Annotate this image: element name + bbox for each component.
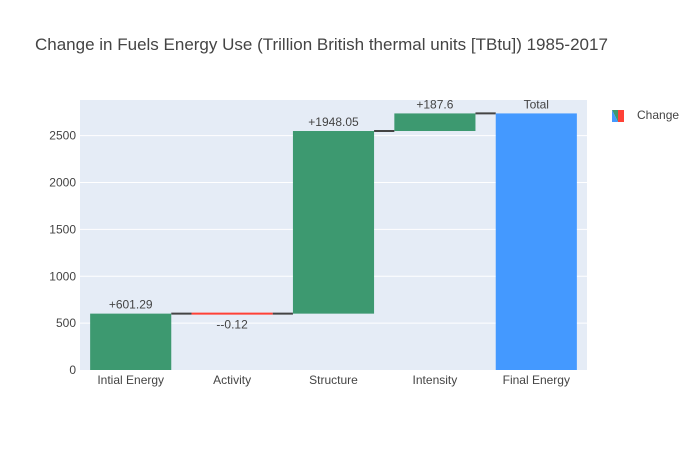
legend[interactable]: Change bbox=[612, 108, 679, 122]
data-labels: +601.29 --0.12 +1948.05 +187.6 Total bbox=[109, 97, 549, 331]
y-tick-label: 2000 bbox=[49, 176, 76, 190]
x-axis-ticks: Intial Energy Activity Structure Intensity F… bbox=[97, 373, 570, 387]
bar-1[interactable] bbox=[191, 312, 273, 315]
x-tick-label: Structure bbox=[309, 373, 358, 387]
connectors bbox=[171, 112, 496, 315]
y-tick-label: 0 bbox=[69, 363, 76, 377]
bar-0[interactable] bbox=[90, 313, 172, 370]
x-tick-label: Intial Energy bbox=[97, 373, 164, 387]
bars bbox=[90, 113, 577, 370]
y-axis-ticks: 0 500 1000 1500 2000 2500 bbox=[49, 129, 76, 377]
y-tick-label: 2500 bbox=[49, 129, 76, 143]
data-label: +601.29 bbox=[109, 298, 153, 312]
y-tick-label: 1500 bbox=[49, 222, 76, 236]
data-label: +1948.05 bbox=[308, 115, 359, 129]
legend-icon bbox=[612, 110, 624, 122]
bar-2[interactable] bbox=[292, 131, 375, 314]
data-label: Total bbox=[524, 97, 549, 111]
legend-entry-change[interactable]: Change bbox=[637, 108, 679, 122]
x-tick-label: Activity bbox=[213, 373, 251, 387]
x-tick-label: Intensity bbox=[413, 373, 458, 387]
y-tick-label: 500 bbox=[56, 316, 76, 330]
data-label: +187.6 bbox=[416, 97, 453, 111]
y-tick-label: 1000 bbox=[49, 269, 76, 283]
data-label: --0.12 bbox=[216, 318, 248, 332]
bar-3[interactable] bbox=[394, 113, 476, 132]
x-tick-label: Final Energy bbox=[503, 373, 570, 387]
chart-title: Change in Fuels Energy Use (Trillion Bri… bbox=[35, 35, 608, 54]
bar-4[interactable] bbox=[495, 113, 577, 370]
